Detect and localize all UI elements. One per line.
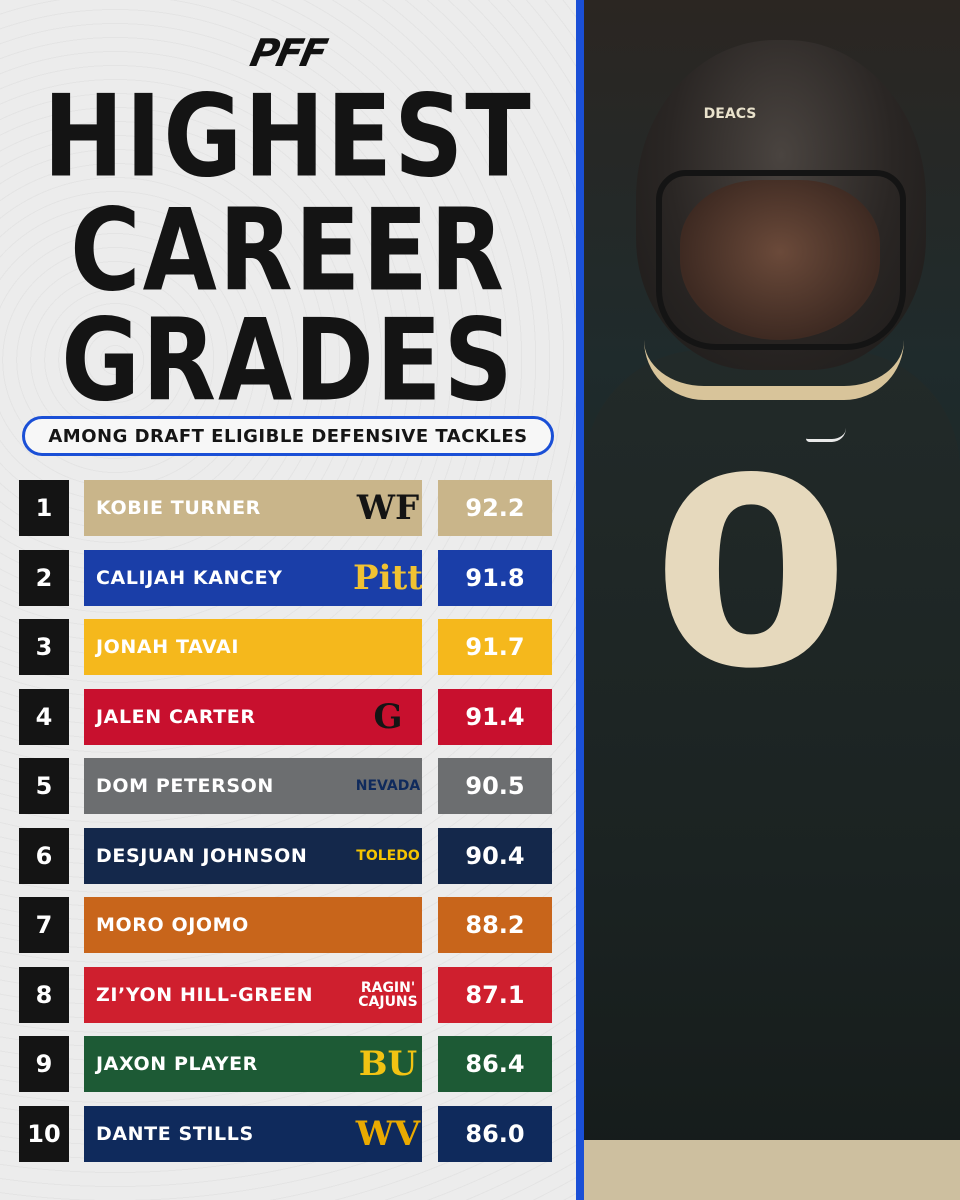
grade-value: 91.8: [438, 549, 552, 606]
ranking-row: 3 JONAH TAVAI 91.7: [0, 619, 576, 675]
player-name-bar: KOBIE TURNER WF: [84, 480, 422, 536]
rank-number: 5: [19, 758, 69, 814]
ranking-row: 2 CALIJAH KANCEY Pitt 91.8: [0, 549, 576, 606]
player-name-bar: DESJUAN JOHNSON TOLEDO: [84, 827, 422, 884]
grade-value: 90.5: [438, 758, 552, 814]
wake-forest-logo-icon: WF: [356, 488, 420, 528]
rank-number: 8: [19, 966, 69, 1023]
grade-value: 86.4: [438, 1036, 552, 1092]
nike-swoosh-icon: [806, 428, 846, 442]
player-name-bar: DOM PETERSON NEVADA: [84, 758, 422, 814]
player-name: DESJUAN JOHNSON: [96, 844, 308, 867]
pff-logo: PFF: [246, 31, 330, 75]
grade-value: 91.4: [438, 688, 552, 745]
player-name: KOBIE TURNER: [96, 497, 261, 519]
texas-longhorn-icon: [348, 901, 422, 949]
pants: [584, 1140, 960, 1200]
player-photo: DEACS 0: [584, 0, 960, 1200]
title-line-1: HIGHEST: [43, 70, 533, 203]
georgia-logo-icon: G: [373, 696, 403, 737]
ranking-row: 6 DESJUAN JOHNSON TOLEDO 90.4: [0, 827, 576, 884]
player-name: DANTE STILLS: [96, 1122, 254, 1145]
rank-number: 1: [19, 480, 69, 536]
ranking-row: 4 JALEN CARTER G 91.4: [0, 688, 576, 745]
pitt-logo-icon: Pitt: [353, 557, 422, 598]
toledo-logo-icon: TOLEDO: [356, 847, 420, 864]
rank-number: 6: [19, 827, 69, 884]
player-name: MORO OJOMO: [96, 914, 249, 936]
player-name: JALEN CARTER: [96, 705, 256, 728]
ranking-row: 7 MORO OJOMO 88.2: [0, 897, 576, 953]
ranking-row: 9 JAXON PLAYER BU 86.4: [0, 1036, 576, 1092]
player-name: JONAH TAVAI: [96, 636, 240, 658]
baylor-logo-icon: BU: [358, 1044, 418, 1084]
player-name-bar: JALEN CARTER G: [84, 688, 422, 745]
rank-number: 7: [19, 897, 69, 953]
blue-divider: [576, 0, 584, 1200]
player-name-bar: CALIJAH KANCEY Pitt: [84, 549, 422, 606]
grade-value: 90.4: [438, 827, 552, 884]
louisiana-ragin-cajuns-icon: RAGIN' CAJUNS: [358, 979, 418, 1010]
player-name-bar: MORO OJOMO: [84, 897, 422, 953]
player-name: ZI’YON HILL-GREEN: [96, 983, 314, 1006]
san-jose-state-spartan-icon: [348, 623, 422, 671]
nevada-wolf-icon: NEVADA: [355, 778, 421, 794]
player-name: CALIJAH KANCEY: [96, 566, 283, 589]
rank-number: 10: [19, 1105, 69, 1162]
facemask: [656, 170, 906, 350]
title-line-2: CAREER: [70, 184, 506, 317]
subtitle-pill: AMONG DRAFT ELIGIBLE DEFENSIVE TACKLES: [22, 416, 554, 456]
subtitle-text: AMONG DRAFT ELIGIBLE DEFENSIVE TACKLES: [48, 425, 528, 447]
ranking-row: 10 DANTE STILLS WV 86.0: [0, 1105, 576, 1162]
grade-value: 86.0: [438, 1105, 552, 1162]
helmet-text: DEACS: [703, 106, 757, 122]
player-name: DOM PETERSON: [96, 775, 274, 797]
rank-number: 2: [19, 549, 69, 606]
player-name: JAXON PLAYER: [96, 1053, 258, 1075]
left-panel: PFF HIGHEST CAREER GRADES AMONG DRAFT EL…: [0, 0, 576, 1200]
jersey-number: 0: [651, 424, 851, 726]
grade-value: 88.2: [438, 897, 552, 953]
jersey-collar: [644, 340, 904, 400]
rank-number: 4: [19, 688, 69, 745]
rank-number: 9: [19, 1036, 69, 1092]
player-name-bar: JAXON PLAYER BU: [84, 1036, 422, 1092]
jersey: [584, 350, 960, 1200]
west-virginia-logo-icon: WV: [355, 1113, 421, 1154]
player-name-bar: JONAH TAVAI: [84, 619, 422, 675]
player-name-bar: ZI’YON HILL-GREEN RAGIN' CAJUNS: [84, 966, 422, 1023]
grade-value: 92.2: [438, 480, 552, 536]
rank-number: 3: [19, 619, 69, 675]
ranking-row: 8 ZI’YON HILL-GREEN RAGIN' CAJUNS 87.1: [0, 966, 576, 1023]
grade-value: 91.7: [438, 619, 552, 675]
ranking-row: 5 DOM PETERSON NEVADA 90.5: [0, 758, 576, 814]
ranking-row: 1 KOBIE TURNER WF 92.2: [0, 480, 576, 536]
title-line-3: GRADES: [61, 294, 515, 427]
grade-value: 87.1: [438, 966, 552, 1023]
player-name-bar: DANTE STILLS WV: [84, 1105, 422, 1162]
